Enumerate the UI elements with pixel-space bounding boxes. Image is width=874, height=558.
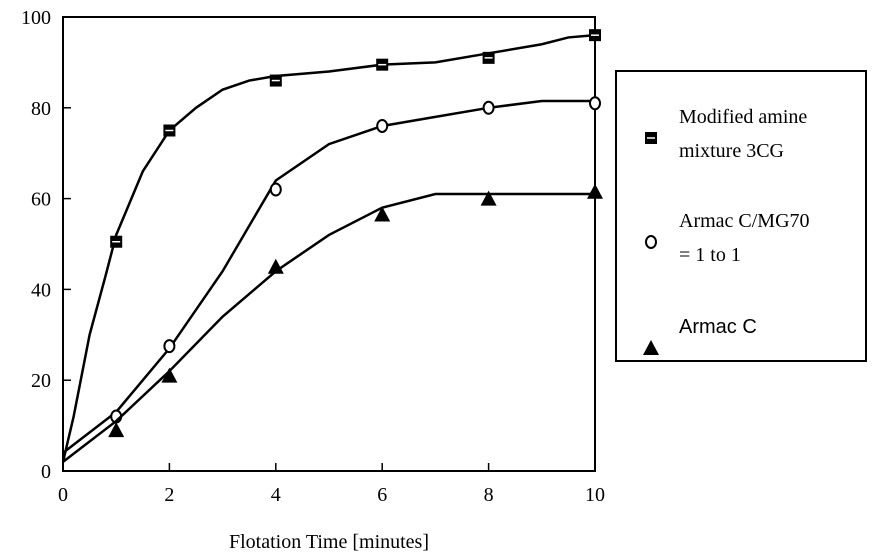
marker-circle	[589, 96, 601, 111]
marker-circle	[376, 118, 389, 133]
plot-frame	[62, 16, 596, 472]
marker-square	[163, 124, 176, 137]
x-tick-label: 0	[58, 484, 68, 506]
fit-curve	[62, 99, 595, 454]
y-tick-label: 80	[31, 98, 51, 120]
marker-triangle	[108, 422, 125, 438]
marker-circle	[482, 100, 495, 115]
fit-curve	[61, 33, 596, 463]
y-tick-label: 0	[41, 461, 51, 483]
x-axis-label: Flotation Time [minutes]	[229, 531, 429, 553]
x-tick-label: 10	[585, 484, 605, 506]
marker-circle	[645, 235, 657, 249]
fit-curve	[62, 192, 595, 463]
marker-triangle	[374, 206, 391, 222]
x-tick-label: 8	[484, 484, 494, 506]
y-tick-label: 100	[21, 7, 51, 29]
x-tick-label: 2	[164, 484, 174, 506]
legend-label: Armac C/MG70 = 1 to 1	[679, 210, 810, 266]
marker-circle	[163, 339, 176, 354]
marker-square	[110, 235, 123, 248]
marker-triangle	[267, 258, 284, 274]
marker-square	[376, 58, 389, 71]
marker-square	[589, 29, 601, 42]
legend-label: Armac C	[679, 316, 757, 338]
marker-triangle	[480, 190, 497, 206]
y-tick-label: 40	[31, 279, 51, 301]
legend-symbol	[645, 235, 657, 249]
x-tick-label: 4	[271, 484, 281, 506]
marker-triangle	[643, 340, 659, 355]
legend: Modified amine mixture 3CG Armac C/MG70 =…	[615, 70, 867, 362]
marker-triangle	[587, 183, 603, 199]
marker-circle	[269, 182, 282, 197]
y-tick-label: 60	[31, 189, 51, 211]
legend-symbol	[643, 340, 659, 355]
legend-symbol	[645, 132, 657, 144]
marker-square	[645, 132, 657, 144]
legend-label: Modified amine mixture 3CG	[679, 106, 808, 162]
marker-square	[482, 51, 495, 64]
y-tick-label: 20	[31, 370, 51, 392]
marker-triangle	[161, 367, 178, 383]
x-tick-label: 6	[377, 484, 387, 506]
marker-square	[269, 74, 282, 87]
